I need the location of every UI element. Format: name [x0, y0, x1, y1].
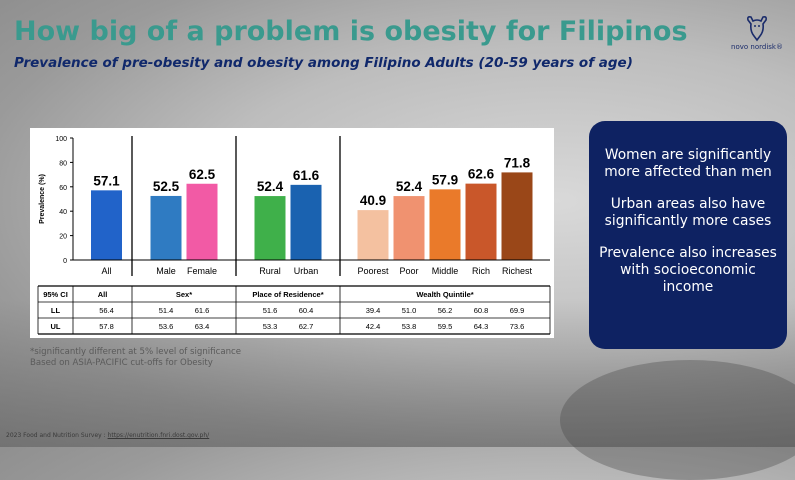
footnote-significance: *significantly different at 5% level of …	[30, 347, 242, 357]
x-category-label: Poorest	[357, 266, 389, 276]
footnotes: *significantly different at 5% level of …	[30, 347, 241, 369]
bar-all	[91, 190, 122, 260]
bar-rich	[465, 183, 497, 260]
table-cell: 53.3	[263, 322, 278, 331]
bar-poorest	[357, 210, 389, 260]
prevalence-chart: 0 20 40 60 80 100 Prevalence (%) 57.1 All 52.5 Mal…	[37, 136, 551, 335]
source-text: 2023 Food and Nutrition Survey :	[6, 432, 108, 439]
finding-women: Women are significantly more affected th…	[604, 147, 772, 180]
table-cell: 63.4	[195, 322, 210, 331]
x-category-label: Rural	[259, 266, 281, 276]
bar-middle	[429, 189, 461, 260]
x-category-label: Middle	[432, 266, 459, 276]
table-cell: 56.4	[99, 306, 114, 315]
bar-poor	[393, 196, 425, 260]
y-tick-label: 80	[59, 160, 67, 167]
source-link[interactable]: https://enutrition.fnri.dost.gov.ph/	[107, 432, 210, 439]
table-cell: 51.6	[263, 306, 278, 315]
footnote-cutoffs: Based on ASIA-PACIFIC cut-offs for Obesi…	[30, 358, 213, 368]
bar-richest	[501, 172, 533, 260]
y-tick-label: 0	[63, 258, 67, 265]
table-cell: 60.4	[299, 306, 314, 315]
table-cell: 56.2	[438, 306, 453, 315]
x-category-label: All	[101, 266, 111, 276]
table-cell: 62.7	[299, 322, 314, 331]
finding-urban: Urban areas also have significantly more…	[604, 196, 772, 229]
y-tick-label: 60	[59, 185, 67, 192]
x-category-label: Rich	[472, 266, 490, 276]
data-label-poorest: 40.9	[360, 193, 386, 208]
y-tick-label: 100	[55, 136, 67, 143]
table-group-header: Wealth Quintile*	[416, 290, 473, 299]
table-header-ci: 95% CI	[43, 290, 68, 299]
apis-bull-icon	[747, 16, 767, 42]
x-category-label: Male	[156, 266, 176, 276]
table-cell: 51.0	[402, 306, 417, 315]
table-cell: 73.6	[510, 322, 525, 331]
x-category-label: Poor	[399, 266, 418, 276]
table-cell: 64.3	[474, 322, 489, 331]
bar-rural	[254, 196, 286, 260]
novo-nordisk-logo: novo nordisk®	[728, 14, 786, 60]
page-title: How big of a problem is obesity for Fili…	[14, 16, 688, 47]
bar-urban	[290, 184, 322, 260]
x-category-label: Urban	[294, 266, 319, 276]
x-category-label: Female	[187, 266, 217, 276]
logo-text: novo nordisk®	[731, 43, 783, 51]
chart-panel: 0 20 40 60 80 100 Prevalence (%) 57.1 All 52.5 Mal…	[30, 128, 554, 338]
table-cell: 51.4	[159, 306, 174, 315]
bar-male	[150, 195, 182, 260]
data-label-richest: 71.8	[504, 155, 531, 170]
data-label-rural: 52.4	[257, 179, 284, 194]
table-row-label: UL	[51, 322, 61, 331]
table-cell: 69.9	[510, 306, 525, 315]
table-cell: 57.8	[99, 322, 114, 331]
table-cell: 59.5	[438, 322, 453, 331]
source-citation: 2023 Food and Nutrition Survey : https:/…	[6, 432, 209, 439]
y-tick-label: 20	[59, 234, 67, 241]
table-row-label: LL	[51, 306, 61, 315]
background-photo-shape	[560, 360, 795, 480]
y-tick-label: 40	[59, 209, 67, 216]
table-group-header: All	[98, 290, 108, 299]
table-cell: 60.8	[474, 306, 489, 315]
bar-female	[186, 183, 218, 260]
page-subtitle: Prevalence of pre-obesity and obesity am…	[14, 55, 633, 71]
key-findings-box: Women are significantly more affected th…	[589, 121, 787, 349]
data-label-female: 62.5	[189, 167, 216, 182]
table-cell: 53.6	[159, 322, 174, 331]
data-label-rich: 62.6	[468, 167, 495, 182]
table-cell: 39.4	[366, 306, 381, 315]
finding-income: Prevalence also increases with socioecon…	[599, 245, 777, 295]
data-label-all: 57.1	[93, 173, 120, 188]
data-label-male: 52.5	[153, 179, 180, 194]
data-label-poor: 52.4	[396, 179, 423, 194]
table-cell: 61.6	[195, 306, 210, 315]
data-label-middle: 57.9	[432, 172, 458, 187]
table-group-header: Sex*	[176, 290, 192, 299]
data-label-urban: 61.6	[293, 168, 320, 183]
table-cell: 53.8	[402, 322, 417, 331]
y-axis-title: Prevalence (%)	[39, 174, 46, 224]
table-cell: 42.4	[366, 322, 381, 331]
x-category-label: Richest	[502, 266, 533, 276]
table-group-header: Place of Residence*	[252, 290, 323, 299]
